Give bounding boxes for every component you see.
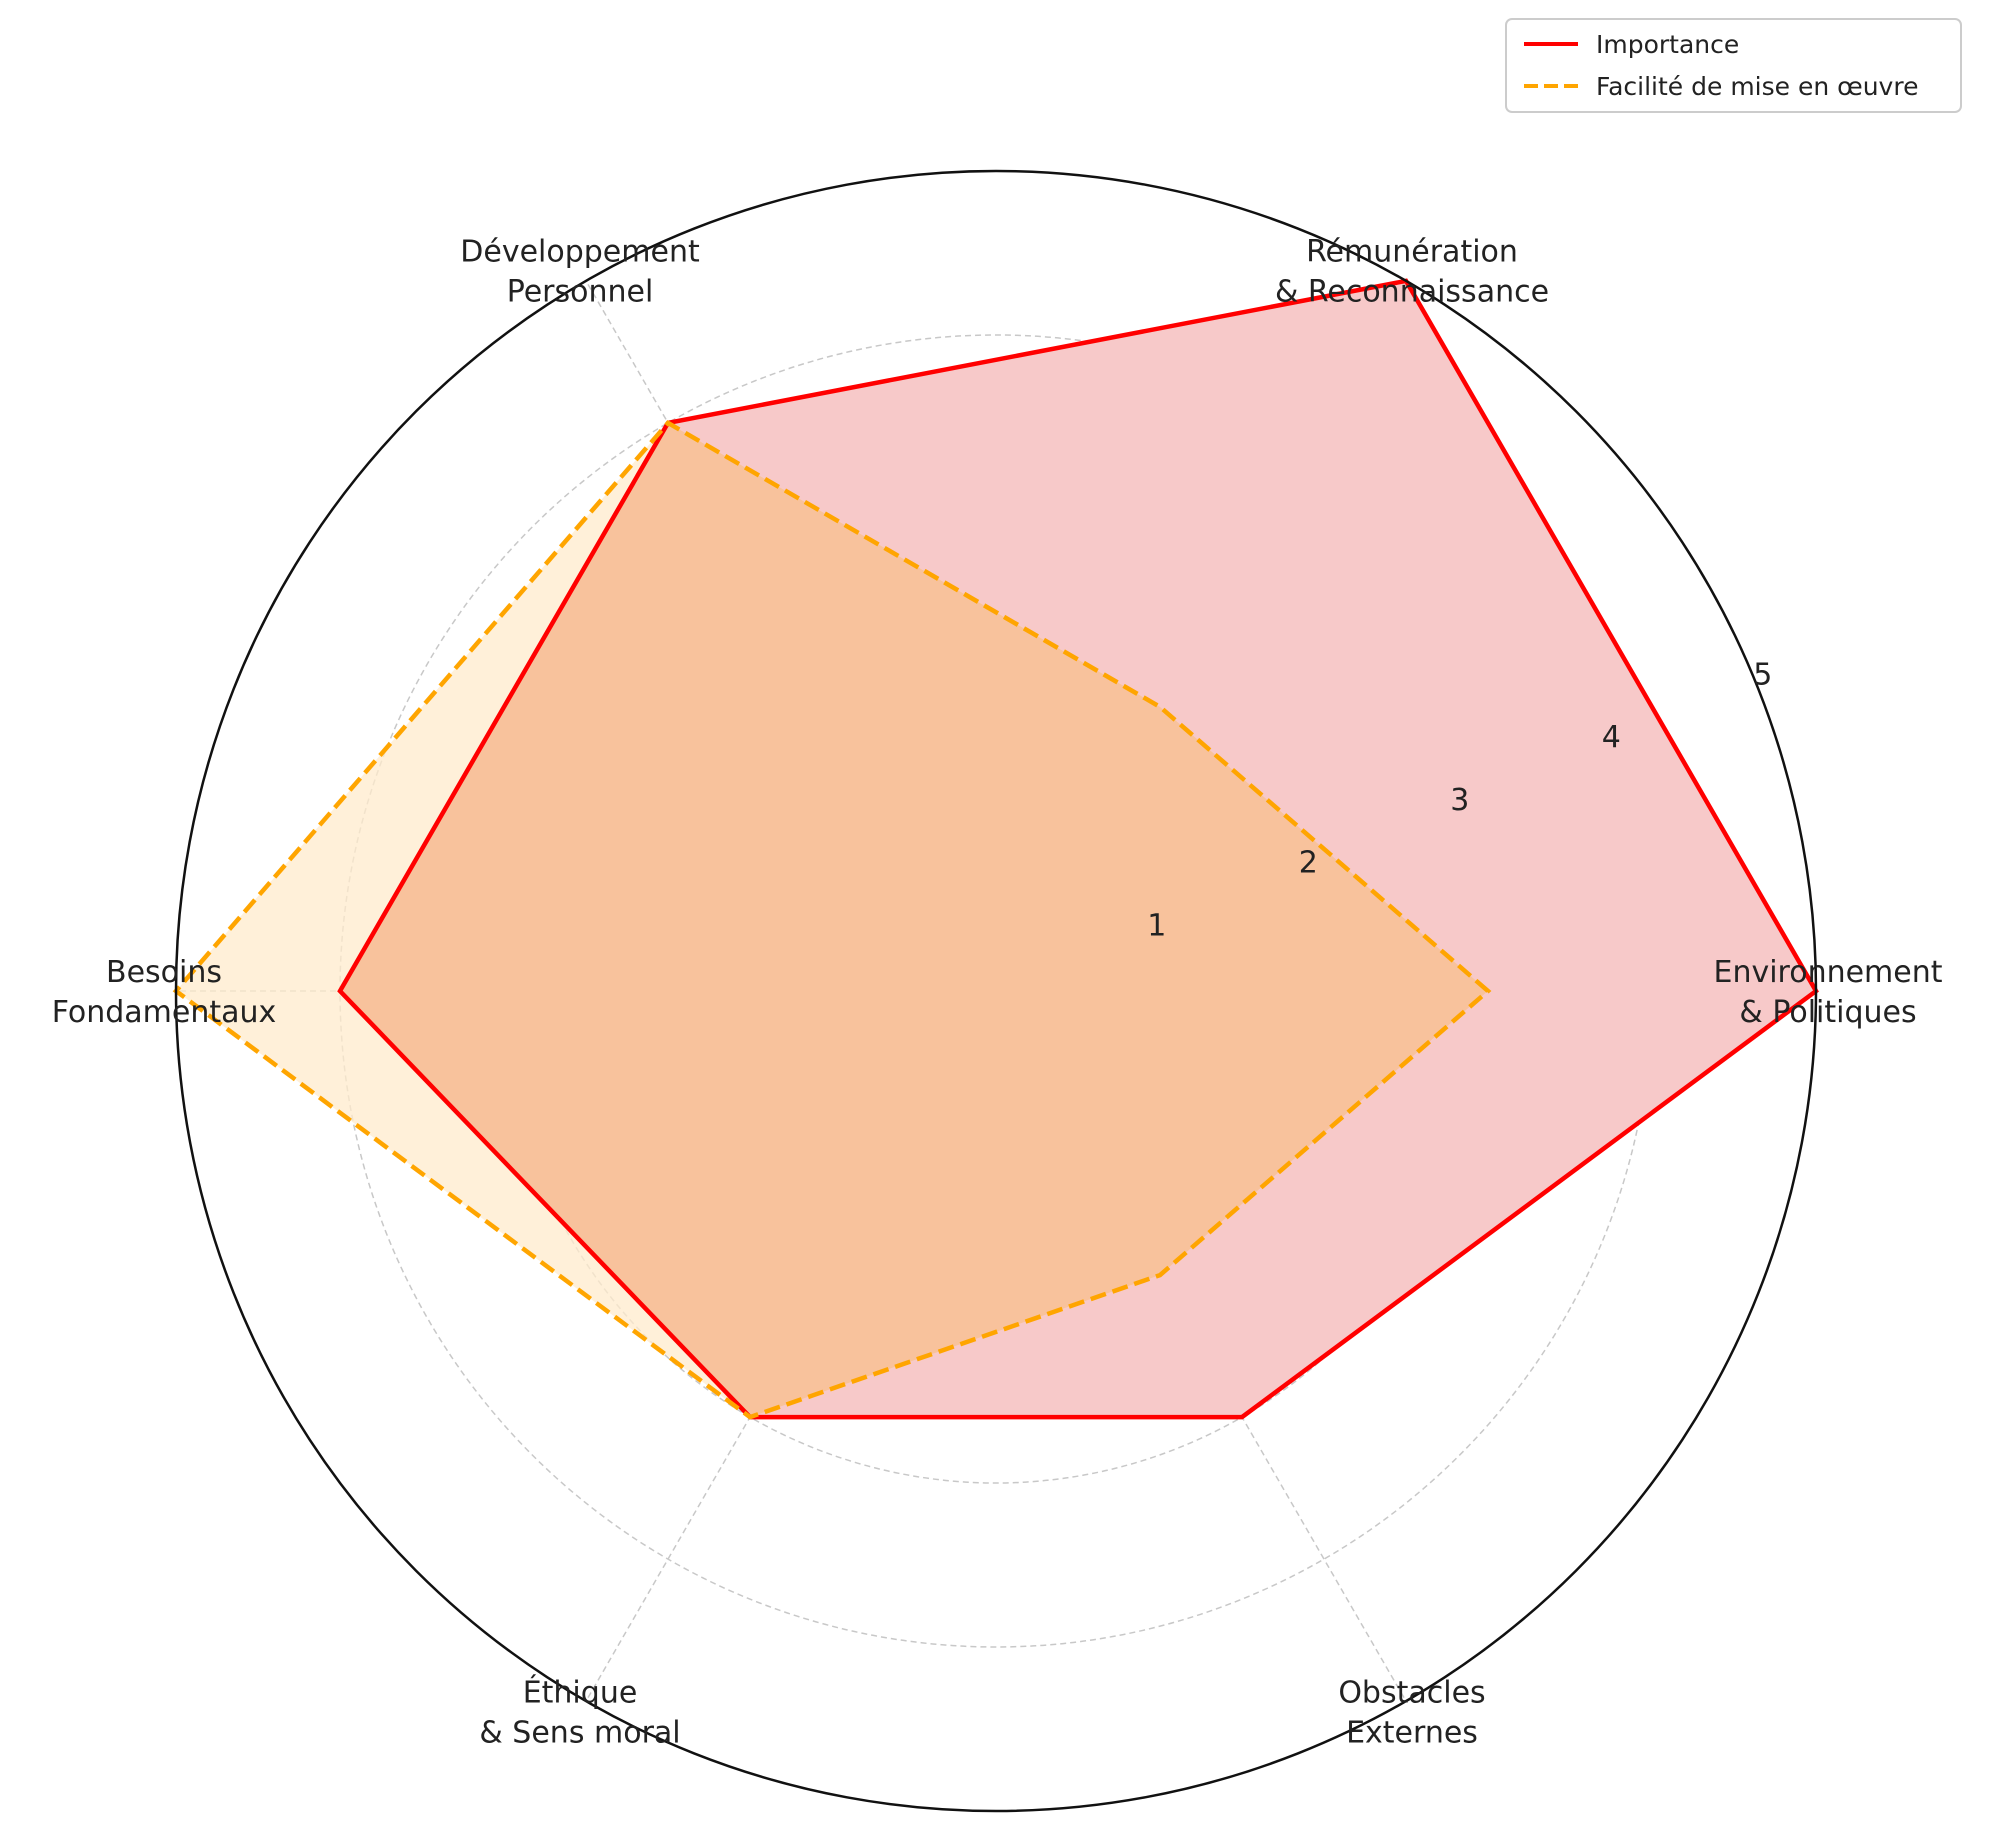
radial-tick-1: 1 (1147, 908, 1166, 943)
axis-label-4-line2: & Sens moral (479, 1716, 680, 1751)
axis-label-0: Environnement & Politiques (1713, 955, 1942, 1030)
axis-label-3-line2: Fondamentaux (52, 995, 277, 1030)
axis-label-1-line2: & Reconnaissance (1275, 275, 1549, 310)
axis-label-3: Besoins Fondamentaux (52, 955, 277, 1030)
outer-circle (174, 169, 1818, 1813)
axis-label-0-line2: & Politiques (1739, 995, 1916, 1030)
axis-label-4-line1: Éthique (523, 1675, 638, 1711)
radial-tick-5: 5 (1753, 657, 1772, 692)
radial-tick-4: 4 (1602, 720, 1621, 755)
axis-label-4: Éthique & Sens moral (479, 1675, 680, 1751)
axis-label-2: Développement Personnel (460, 235, 700, 310)
axis-label-2-line1: Développement (460, 235, 700, 270)
series-layer (172, 278, 1819, 1420)
axis-label-5-line1: Obstacles (1338, 1676, 1485, 1711)
radial-tick-2: 2 (1299, 846, 1318, 881)
axis-label-0-line1: Environnement (1713, 955, 1942, 990)
legend: Importance Facilité de mise en œuvre (1505, 18, 1962, 113)
radial-tick-3: 3 (1450, 783, 1469, 818)
radial-tick-labels: 1 2 3 4 5 (1147, 657, 1772, 943)
legend-frame (1505, 18, 1962, 113)
axis-label-5: Obstacles Externes (1338, 1676, 1485, 1751)
axis-label-1-line1: Rémunération (1306, 235, 1518, 270)
axis-label-1: Rémunération & Reconnaissance (1275, 235, 1549, 310)
axis-label-3-line1: Besoins (106, 955, 222, 990)
legend-label-importance: Importance (1596, 30, 1739, 59)
axis-label-5-line2: Externes (1346, 1716, 1478, 1751)
axis-labels: Environnement & Politiques Rémunération & R… (52, 235, 1943, 1751)
outer-frame (174, 169, 1818, 1813)
axis-label-2-line2: Personnel (507, 275, 654, 310)
legend-label-facilite: Facilité de mise en œuvre (1596, 72, 1918, 101)
